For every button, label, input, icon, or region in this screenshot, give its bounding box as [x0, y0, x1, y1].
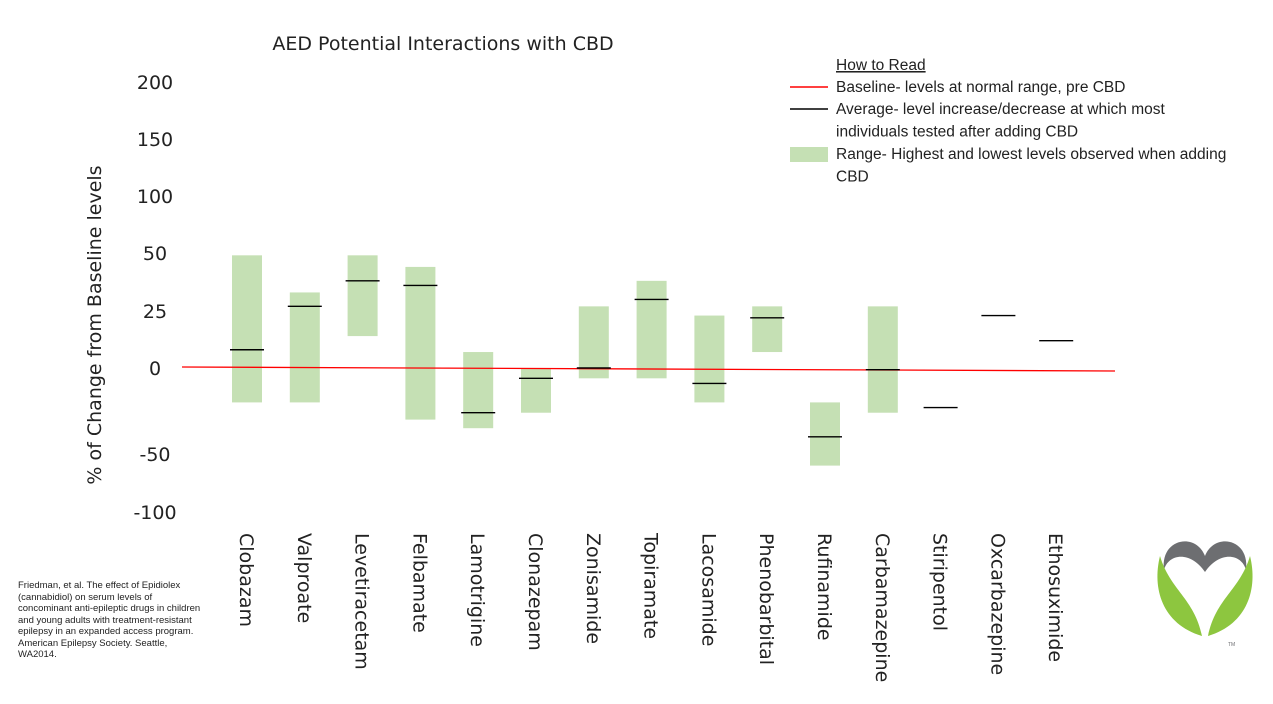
- range-bar: [463, 352, 494, 429]
- range-bar: [636, 280, 667, 379]
- y-tick-label: -100: [133, 502, 176, 524]
- legend-text: individuals tested after adding CBD: [836, 124, 1078, 141]
- legend-text: CBD: [836, 169, 869, 186]
- legend-key-range: [790, 147, 828, 162]
- legend: How to Read Baseline- levels at normal ra…: [790, 57, 1226, 186]
- range-bar: [232, 255, 262, 403]
- category-label: Levetiracetam: [351, 533, 373, 670]
- y-tick-label: 150: [137, 129, 173, 151]
- range-bar: [694, 315, 725, 403]
- y-tick-label: 0: [149, 358, 161, 380]
- citation-text: Friedman, et al. The effect of Epidiolex…: [18, 580, 201, 660]
- baseline-line: [181, 366, 1116, 372]
- range-bar: [752, 306, 783, 353]
- heart-leaf-logo: TM: [1157, 541, 1253, 648]
- category-label: Clobazam: [235, 533, 257, 627]
- left-leaf-icon: [1157, 556, 1202, 636]
- y-tick-label: 25: [143, 301, 167, 323]
- right-leaf-icon: [1208, 556, 1253, 636]
- range-bar: [521, 368, 551, 413]
- legend-heading: How to Read: [836, 57, 926, 74]
- average-marks: [230, 280, 1074, 438]
- category-label: Felbamate: [408, 533, 430, 633]
- category-label: Zonisamide: [582, 533, 604, 644]
- chart-title: AED Potential Interactions with CBD: [272, 33, 613, 55]
- category-label: Lacosamide: [697, 533, 719, 646]
- range-bars: [232, 255, 898, 466]
- trademark-mark: TM: [1228, 642, 1235, 648]
- legend-text: Range- Highest and lowest levels observe…: [836, 146, 1226, 163]
- range-bar: [867, 306, 898, 413]
- category-label: Rufinamide: [813, 533, 835, 641]
- range-bar: [578, 306, 609, 379]
- y-axis-label: % of Change from Baseline levels: [84, 165, 106, 484]
- category-label: Ethosuximide: [1044, 533, 1066, 662]
- range-bar: [810, 402, 840, 466]
- category-labels: Clobazam Valproate Levetiracetam Felbamate L…: [235, 532, 1066, 682]
- y-tick-label: 200: [137, 72, 173, 94]
- y-tick-label: 100: [137, 186, 173, 208]
- category-label: Carbamazepine: [871, 533, 893, 682]
- heart-icon: [1163, 541, 1247, 572]
- y-tick-label: 50: [143, 243, 167, 265]
- range-bar: [347, 255, 378, 337]
- category-label: Topiramate: [640, 532, 662, 639]
- category-label: Phenobarbital: [755, 533, 777, 665]
- range-bar: [405, 266, 436, 420]
- category-label: Lamotrigine: [466, 533, 488, 647]
- range-bar: [289, 292, 320, 403]
- y-tick-labels: 200 150 100 50 25 0 -50 -100: [133, 72, 176, 524]
- legend-text: Baseline- levels at normal range, pre CB…: [836, 79, 1125, 96]
- category-label: Stiripentol: [929, 533, 951, 631]
- category-label: Oxcarbazepine: [986, 533, 1008, 675]
- category-label: Clonazepam: [524, 533, 546, 651]
- legend-text: Average- level increase/decrease at whic…: [836, 101, 1166, 118]
- y-tick-label: -50: [139, 444, 170, 466]
- category-label: Valproate: [293, 533, 315, 623]
